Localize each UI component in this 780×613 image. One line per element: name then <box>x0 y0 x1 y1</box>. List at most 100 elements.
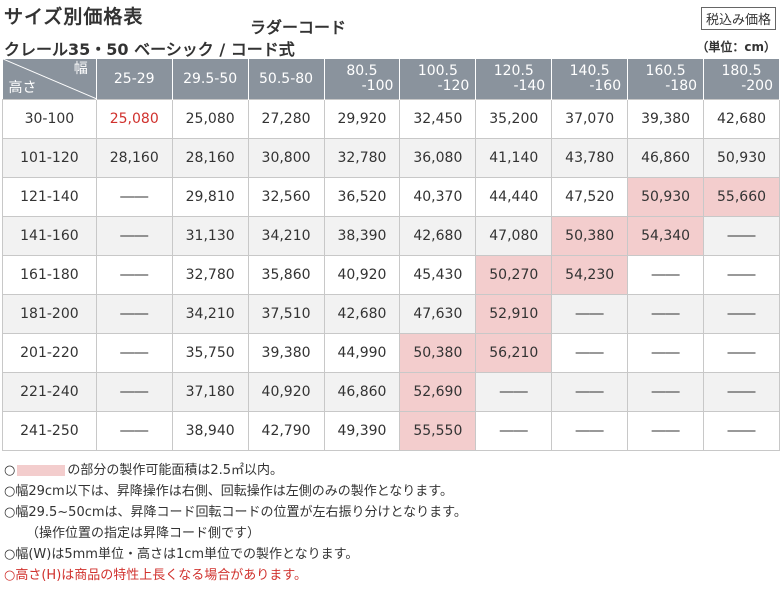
table-body: 30-100 25,080 25,080 27,280 29,920 32,450 35,2… <box>2 99 780 451</box>
header-corner: 幅 高さ <box>2 59 97 100</box>
column-header: 25-29 <box>96 59 173 100</box>
column-header-line2: -140 <box>513 78 546 94</box>
column-header-line1: 29.5-50 <box>183 70 238 87</box>
price-cell: 43,780 <box>551 138 629 178</box>
note-medium-width: ○幅29.5~50cmは、昇降コード回転コードの位置が左右振り分けとなります。 <box>4 505 467 520</box>
price-cell: 37,070 <box>551 99 629 139</box>
column-header: 80.5 -100 <box>324 59 401 100</box>
unit-label: （単位：cm） <box>696 40 776 54</box>
highlight-swatch <box>17 465 66 476</box>
price-cell: 55,660 <box>703 177 780 217</box>
price-cell: ―― <box>627 333 705 373</box>
price-cell: 52,690 <box>399 372 477 412</box>
note-height-warning: ○高さ(H)は商品の特性上長くなる場合があります。 <box>4 568 307 583</box>
price-cell: 25,080 <box>171 99 249 139</box>
price-cell: ―― <box>95 294 173 334</box>
column-header: 29.5-50 <box>172 59 249 100</box>
price-cell: ―― <box>627 411 705 451</box>
column-header: 180.5 -200 <box>703 59 780 100</box>
price-cell: ―― <box>703 411 780 451</box>
price-table: 幅 高さ 25-29 29.5-50 50.5-80 80.5 -100 100.5 -12… <box>2 59 780 451</box>
notes-section: ○ の部分の製作可能面積は2.5㎡以内。 ○幅29cm以下は、昇降操作は右側、回転… <box>4 460 776 586</box>
price-cell: ―― <box>95 216 173 256</box>
table-row: 241-250 ―― 38,940 42,790 49,390 55,550 ―― ―― ―― ―… <box>2 411 780 451</box>
price-cell: 44,990 <box>323 333 401 373</box>
note-operation-position: （操作位置の指定は昇降コード側です） <box>26 526 261 541</box>
column-header-line2: -120 <box>437 78 470 94</box>
price-cell: 40,920 <box>323 255 401 295</box>
column-header: 100.5 -120 <box>399 59 477 100</box>
price-cell: 40,370 <box>399 177 477 217</box>
price-cell: 39,380 <box>247 333 325 373</box>
row-height-label: 101-120 <box>2 138 97 178</box>
price-cell: 29,810 <box>171 177 249 217</box>
price-cell: 55,550 <box>399 411 477 451</box>
column-header-line2: -160 <box>589 78 622 94</box>
price-cell: 38,940 <box>171 411 249 451</box>
price-cell: 50,930 <box>627 177 705 217</box>
price-cell: ―― <box>703 333 780 373</box>
price-cell: 42,680 <box>703 99 780 139</box>
price-cell: 54,340 <box>627 216 705 256</box>
note-bullet: ○ <box>4 463 16 478</box>
price-cell: 32,780 <box>323 138 401 178</box>
price-cell: 49,390 <box>323 411 401 451</box>
price-cell: 44,440 <box>475 177 553 217</box>
price-cell: 46,860 <box>323 372 401 412</box>
column-header-line1: 80.5 <box>346 63 378 79</box>
column-header-line1: 100.5 <box>417 63 458 79</box>
page-title: サイズ別価格表 <box>4 6 144 28</box>
table-row: 201-220 ―― 35,750 39,380 44,990 50,380 56,210 ―… <box>2 333 780 373</box>
price-cell: ―― <box>95 372 173 412</box>
table-header: 幅 高さ 25-29 29.5-50 50.5-80 80.5 -100 100.5 -12… <box>2 59 780 100</box>
tax-included-badge: 税込み価格 <box>700 7 776 30</box>
product-type-label: ラダーコード <box>250 18 347 37</box>
column-header-line1: 25-29 <box>113 70 155 87</box>
price-cell: 36,080 <box>399 138 477 178</box>
price-cell: 28,160 <box>171 138 249 178</box>
row-height-label: 221-240 <box>2 372 97 412</box>
price-cell: ―― <box>627 372 705 412</box>
row-height-label: 141-160 <box>2 216 97 256</box>
row-height-label: 30-100 <box>2 99 97 139</box>
price-cell: 25,080 <box>95 99 173 139</box>
price-cell: 50,270 <box>475 255 553 295</box>
row-height-label: 241-250 <box>2 411 97 451</box>
note-size-unit: ○幅(W)は5mm単位・高さは1cm単位での製作となります。 <box>4 547 359 562</box>
column-header-line1: 120.5 <box>493 63 534 79</box>
price-cell: 45,430 <box>399 255 477 295</box>
table-row: 101-120 28,160 28,160 30,800 32,780 36,080 41,… <box>2 138 780 178</box>
price-cell: ―― <box>95 411 173 451</box>
price-cell: ―― <box>551 372 629 412</box>
price-cell: ―― <box>475 411 553 451</box>
price-cell: ―― <box>95 255 173 295</box>
price-cell: 34,210 <box>247 216 325 256</box>
price-cell: ―― <box>551 294 629 334</box>
price-cell: ―― <box>475 372 553 412</box>
price-cell: 42,680 <box>323 294 401 334</box>
price-cell: 40,920 <box>247 372 325 412</box>
corner-diagonal-line <box>2 59 97 99</box>
price-cell: 35,750 <box>171 333 249 373</box>
price-cell: ―― <box>95 333 173 373</box>
column-header-line1: 180.5 <box>721 63 762 79</box>
product-subtitle: クレール35・50 ベーシック / コード式 <box>4 40 295 59</box>
table-row: 161-180 ―― 32,780 35,860 40,920 45,430 50,270 5… <box>2 255 780 295</box>
price-cell: 32,560 <box>247 177 325 217</box>
price-cell: 35,860 <box>247 255 325 295</box>
row-height-label: 201-220 <box>2 333 97 373</box>
price-cell: 47,080 <box>475 216 553 256</box>
column-header: 160.5 -180 <box>627 59 705 100</box>
price-cell: 39,380 <box>627 99 705 139</box>
price-cell: 32,780 <box>171 255 249 295</box>
column-header-line2: -180 <box>665 78 698 94</box>
row-height-label: 121-140 <box>2 177 97 217</box>
note-narrow-width: ○幅29cm以下は、昇降操作は右側、回転操作は左側のみの製作となります。 <box>4 484 454 499</box>
price-cell: ―― <box>703 255 780 295</box>
table-row: 221-240 ―― 37,180 40,920 46,860 52,690 ―― ―― ―― ―… <box>2 372 780 412</box>
column-header-line2: -200 <box>741 78 773 94</box>
price-cell: 31,130 <box>171 216 249 256</box>
price-cell: 46,860 <box>627 138 705 178</box>
row-height-label: 181-200 <box>2 294 97 334</box>
column-header-line1: 140.5 <box>569 63 610 79</box>
